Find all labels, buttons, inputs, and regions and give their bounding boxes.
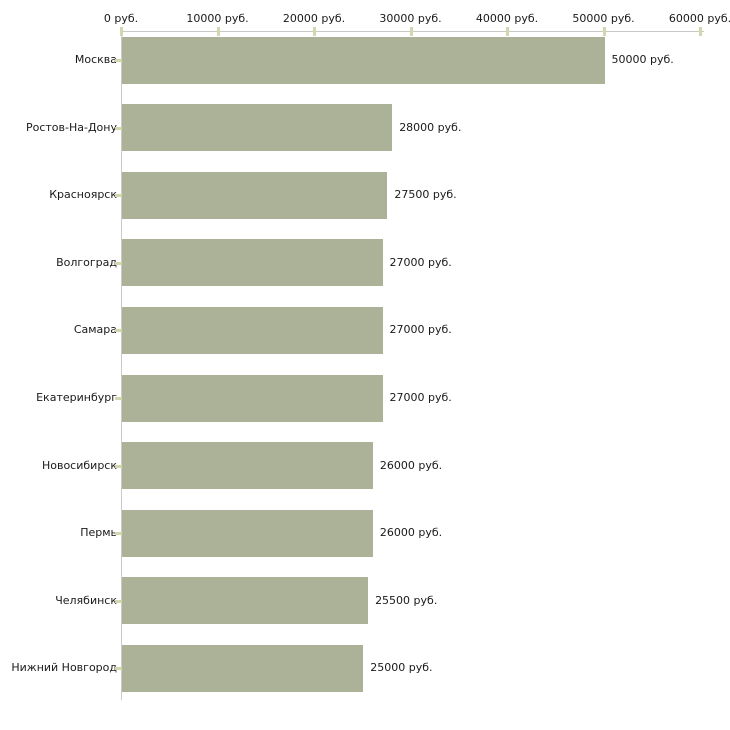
x-axis-line: [121, 31, 704, 32]
x-tick-mark: [313, 27, 316, 36]
x-tick-mark: [216, 27, 220, 36]
y-tick-mark: [115, 59, 122, 62]
category-label: Москва: [74, 53, 117, 66]
bar: [122, 171, 388, 219]
x-tick-mark: [699, 27, 702, 36]
x-tick-mark: [409, 27, 413, 36]
bar: [122, 577, 369, 625]
x-tick-mark: [506, 27, 509, 36]
category-label: Волгоград: [56, 255, 117, 269]
value-label: 27000 руб.: [389, 255, 452, 269]
bar: [122, 442, 373, 490]
y-tick-mark: [115, 532, 122, 536]
x-tick-label: 30000 руб.: [379, 12, 442, 25]
value-label: 25500 руб.: [375, 593, 438, 607]
value-label: 27000 руб.: [389, 391, 452, 404]
bar: [122, 104, 393, 152]
x-tick-mark: [120, 27, 123, 36]
y-axis-line: [121, 31, 122, 700]
value-label: 27000 руб.: [389, 323, 452, 337]
x-tick-label: 50000 руб.: [572, 12, 635, 25]
x-tick-label: 0 руб.: [103, 12, 139, 25]
bar: [122, 509, 373, 557]
x-tick-label: 10000 руб.: [186, 12, 249, 25]
bar: [122, 644, 364, 692]
y-tick-mark: [115, 329, 122, 333]
value-label: 25000 руб.: [370, 661, 433, 675]
value-label: 26000 руб.: [379, 526, 443, 540]
x-tick-label: 60000 руб.: [668, 12, 730, 25]
y-tick-mark: [115, 464, 122, 468]
value-label: 28000 руб.: [399, 120, 462, 134]
x-tick-label: 20000 руб.: [282, 12, 346, 25]
bar: [122, 374, 383, 422]
value-label: 26000 руб.: [379, 458, 443, 472]
category-label: Екатеринбург: [36, 391, 117, 404]
y-tick-mark: [115, 194, 122, 198]
y-tick-mark: [115, 126, 122, 130]
y-tick-mark: [115, 261, 122, 265]
bar: [122, 239, 383, 287]
category-label: Ростов-На-Дону: [25, 120, 117, 134]
category-label: Челябинск: [55, 593, 117, 607]
y-tick-mark: [115, 599, 122, 603]
category-label: Нижний Новгород: [11, 661, 117, 675]
bar: [122, 306, 383, 354]
category-label: Самара: [73, 323, 117, 337]
x-tick-mark: [602, 27, 606, 36]
value-label: 27500 руб.: [394, 188, 457, 202]
category-label: Пермь: [80, 526, 117, 540]
value-label: 50000 руб.: [611, 53, 674, 66]
bar: [122, 36, 605, 84]
category-label: Новосибирск: [41, 458, 117, 472]
category-label: Красноярск: [49, 188, 117, 202]
y-tick-mark: [115, 667, 122, 671]
y-tick-mark: [115, 397, 122, 400]
x-tick-label: 40000 руб.: [475, 12, 539, 25]
